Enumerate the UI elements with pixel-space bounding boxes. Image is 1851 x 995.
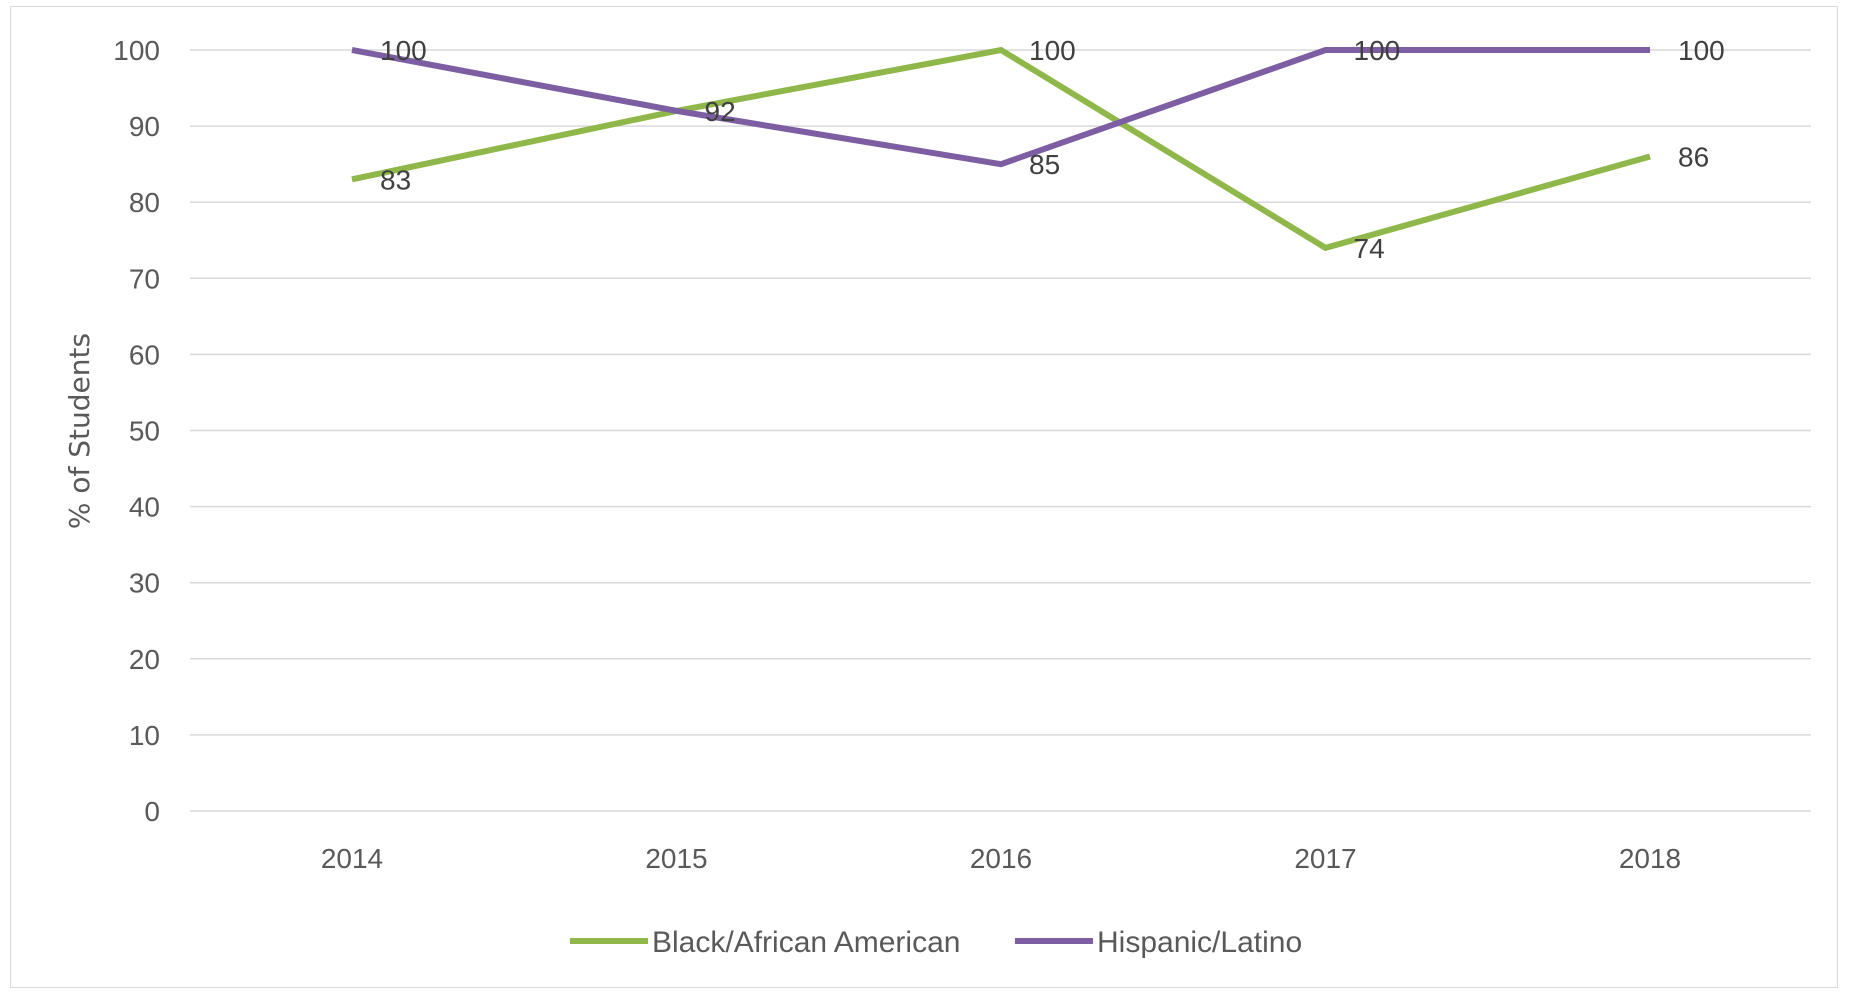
data-label: 100 — [1354, 35, 1401, 66]
y-tick-label: 0 — [144, 796, 160, 827]
data-label: 100 — [1678, 35, 1725, 66]
y-tick-label: 20 — [129, 644, 160, 675]
series-lines — [351, 46, 1651, 252]
y-tick-label: 60 — [129, 339, 160, 370]
y-tick-label: 50 — [129, 416, 160, 447]
x-tick-label: 2018 — [1619, 843, 1681, 874]
gridlines — [190, 49, 1811, 812]
legend-label-1: Hispanic/Latino — [1097, 926, 1302, 959]
data-label: 100 — [380, 35, 427, 66]
series-line-0 — [351, 46, 1651, 252]
data-labels: 83 100 92 100 85 100 74 100 86 — [380, 35, 1725, 264]
legend-label-0: Black/African American — [652, 926, 960, 959]
series-line-1 — [351, 47, 1650, 168]
y-axis-ticks: 0 10 20 30 40 50 60 70 80 90 100 — [113, 35, 160, 827]
y-tick-label: 100 — [113, 35, 160, 66]
data-label: 83 — [380, 164, 411, 195]
data-label: 86 — [1678, 142, 1709, 173]
y-axis-label: % of Students — [63, 333, 96, 529]
x-tick-label: 2016 — [970, 843, 1032, 874]
y-tick-label: 10 — [129, 720, 160, 751]
data-label: 85 — [1029, 149, 1060, 180]
x-tick-label: 2014 — [321, 843, 383, 874]
data-label: 100 — [1029, 35, 1076, 66]
data-label: 92 — [705, 96, 736, 127]
y-tick-label: 30 — [129, 568, 160, 599]
x-axis-ticks: 2014 2015 2016 2017 2018 — [321, 843, 1681, 874]
legend: Black/African American Hispanic/Latino — [570, 926, 1302, 959]
y-tick-label: 90 — [129, 111, 160, 142]
x-tick-label: 2015 — [645, 843, 707, 874]
chart-frame — [10, 6, 1838, 988]
y-tick-label: 70 — [129, 263, 160, 294]
y-tick-label: 40 — [129, 492, 160, 523]
y-tick-label: 80 — [129, 187, 160, 218]
data-label: 74 — [1354, 233, 1385, 264]
x-tick-label: 2017 — [1294, 843, 1356, 874]
